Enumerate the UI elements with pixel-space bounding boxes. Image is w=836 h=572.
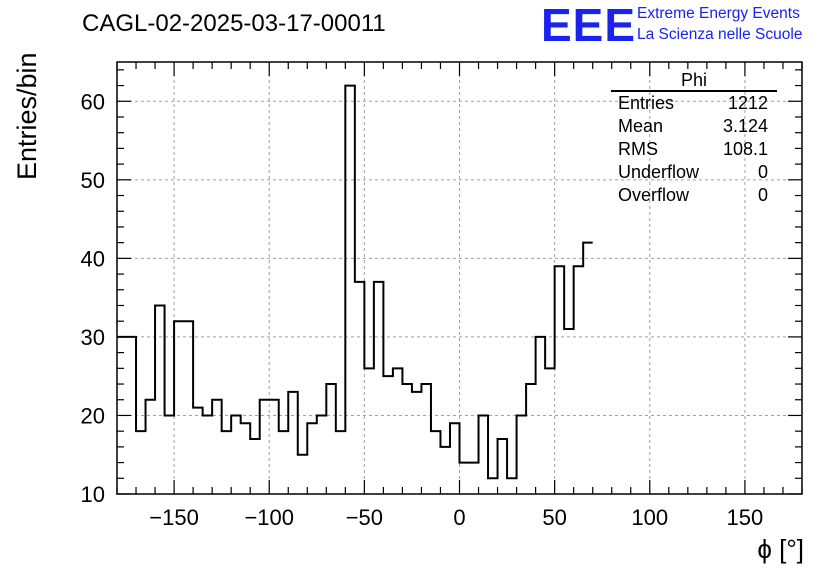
stats-label: Mean <box>618 116 664 136</box>
stats-value: 0 <box>757 162 768 182</box>
y-tick-label: 50 <box>81 168 105 193</box>
y-tick-label: 60 <box>81 89 105 114</box>
stats-value: 1212 <box>727 93 768 113</box>
x-tick-label: −50 <box>346 505 383 530</box>
stats-value: 108.1 <box>722 139 768 159</box>
y-tick-label: 40 <box>81 246 105 271</box>
stats-box: Phi Entries 1212 Mean 3.124 RMS 108.1 Un… <box>611 70 777 207</box>
stats-label: Entries <box>618 93 675 113</box>
stats-value: 0 <box>757 185 768 205</box>
logo-line-1: Extreme Energy Events <box>637 5 800 22</box>
axis-tick-labels: −150 −100 −50 0 50 100 150 10 20 30 40 50 60 <box>81 89 764 530</box>
stats-label: RMS <box>618 139 658 159</box>
axis-ticks <box>116 62 803 495</box>
y-tick-label: 30 <box>81 325 105 350</box>
logo-line-2: La Scienza nelle Scuole <box>637 26 803 43</box>
x-tick-label: 150 <box>727 505 764 530</box>
x-tick-label: −100 <box>244 505 294 530</box>
y-tick-label: 10 <box>81 482 105 507</box>
y-tick-label: 20 <box>81 403 105 428</box>
stats-row-overflow: Overflow 0 <box>611 184 777 207</box>
stats-label: Overflow <box>618 185 690 205</box>
y-axis-label: Entries/bin <box>12 52 42 180</box>
stats-row-rms: RMS 108.1 <box>611 138 777 161</box>
chart-title: CAGL-02-2025-03-17-00011 <box>82 10 386 37</box>
stats-row-underflow: Underflow 0 <box>611 161 777 184</box>
x-axis-label: ϕ [°] <box>757 534 804 564</box>
eee-logo: EEE <box>541 0 637 51</box>
x-tick-label: 100 <box>631 505 668 530</box>
stats-label: Underflow <box>618 162 700 182</box>
stats-value: 3.124 <box>722 116 768 136</box>
x-tick-label: 0 <box>453 505 465 530</box>
x-tick-label: −150 <box>149 505 199 530</box>
histogram-step-line <box>117 84 593 480</box>
x-tick-label: 50 <box>542 505 566 530</box>
stats-row-entries: Entries 1212 <box>611 92 777 115</box>
logo-caption: Extreme Energy Events La Scienza nelle S… <box>637 3 802 45</box>
stats-title: Phi <box>611 70 777 92</box>
histogram-series <box>117 84 593 480</box>
stats-row-mean: Mean 3.124 <box>611 115 777 138</box>
